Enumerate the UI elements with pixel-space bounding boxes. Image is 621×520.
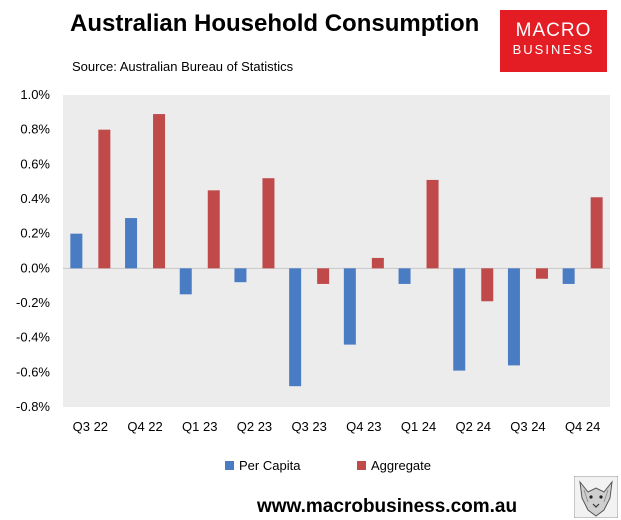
x-tick-label: Q2 24 <box>456 419 491 434</box>
plot-area <box>63 95 610 407</box>
chart-title: Australian Household Consumption <box>70 10 480 37</box>
legend-label: Aggregate <box>371 458 431 473</box>
bar-aggregate <box>481 268 494 302</box>
x-tick-label: Q3 24 <box>510 419 545 434</box>
bar-per-capita <box>289 268 302 387</box>
y-tick-label: -0.2% <box>16 295 50 310</box>
wolf-mascot-icon <box>574 476 618 518</box>
bar-aggregate <box>535 268 548 279</box>
macrobusiness-logo: MACRO BUSINESS <box>500 10 607 72</box>
bar-aggregate <box>317 268 330 284</box>
y-tick-label: 0.8% <box>20 122 50 137</box>
bar-per-capita <box>70 233 83 269</box>
bar-per-capita <box>125 218 138 269</box>
bar-aggregate <box>371 257 384 269</box>
y-tick-label: 0.2% <box>20 226 50 241</box>
bar-aggregate <box>590 197 603 269</box>
logo-line2: BUSINESS <box>512 42 595 57</box>
x-tick-label: Q4 24 <box>565 419 600 434</box>
bar-aggregate <box>262 178 275 269</box>
bar-per-capita <box>234 268 247 283</box>
y-tick-label: -0.6% <box>16 364 50 379</box>
y-tick-label: -0.4% <box>16 330 50 345</box>
legend-label: Per Capita <box>239 458 301 473</box>
y-tick-label: 0.6% <box>20 156 50 171</box>
bar-aggregate <box>98 129 111 269</box>
x-tick-label: Q1 23 <box>182 419 217 434</box>
legend-swatch <box>225 461 234 470</box>
x-tick-label: Q4 22 <box>127 419 162 434</box>
bar-per-capita <box>507 268 520 366</box>
bar-per-capita <box>453 268 466 371</box>
bar-chart: -0.8% -0.6% -0.4% -0.2% 0.0% 0.2% 0.4% 0.6% 0.8%… <box>16 87 610 473</box>
x-tick-label: Q4 23 <box>346 419 381 434</box>
y-tick-label: 0.0% <box>20 260 50 275</box>
y-tick-label: 1.0% <box>20 87 50 102</box>
footer-url: www.macrobusiness.com.au <box>257 496 518 517</box>
bar-per-capita <box>562 268 575 284</box>
y-tick-label: 0.4% <box>20 191 50 206</box>
x-tick-label: Q2 23 <box>237 419 272 434</box>
x-tick-label: Q1 24 <box>401 419 436 434</box>
legend-swatch <box>357 461 366 470</box>
x-tick-label: Q3 23 <box>291 419 326 434</box>
bar-aggregate <box>153 114 166 269</box>
bar-aggregate <box>207 190 220 269</box>
bar-per-capita <box>398 268 411 284</box>
y-tick-label: -0.8% <box>16 399 50 414</box>
x-tick-label: Q3 22 <box>73 419 108 434</box>
bar-per-capita <box>343 268 356 345</box>
bar-per-capita <box>179 268 192 295</box>
logo-line1: MACRO <box>515 20 592 41</box>
chart-source: Source: Australian Bureau of Statistics <box>72 59 294 74</box>
bar-aggregate <box>426 179 439 269</box>
